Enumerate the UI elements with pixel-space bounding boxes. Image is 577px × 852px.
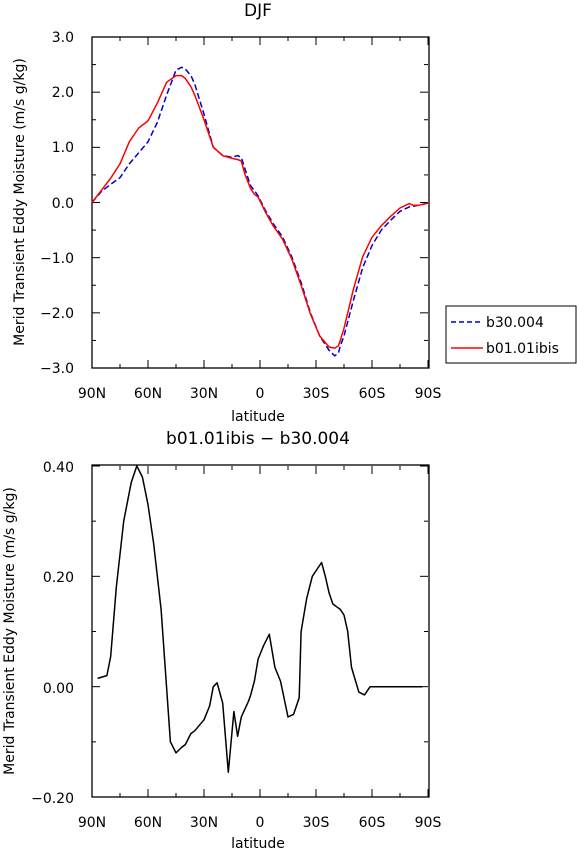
chart-1-ytick: 2.0 — [52, 85, 74, 101]
chart-2-ylabel: Merid Transient Eddy Moisture (m/s g/kg) — [2, 487, 18, 775]
chart-2-xtick: 90S — [415, 815, 442, 831]
chart-2-frame — [91, 464, 430, 798]
chart-1-series-line-2 — [91, 74, 429, 349]
chart-2-ytick: −0.20 — [31, 791, 74, 807]
chart-2-xtick: 90N — [78, 815, 106, 831]
chart-2-series-line-1 — [97, 465, 423, 773]
chart-2-xtick: 30N — [190, 815, 218, 831]
chart-2-ytick: 0.00 — [43, 681, 74, 697]
chart-1-xlabel: latitude — [231, 409, 285, 425]
chart-2-yticks: 0.40 0.20 0.00 −0.20 — [31, 460, 74, 807]
chart-1-series-line-1 — [91, 66, 429, 357]
chart-2-ytick: 0.20 — [43, 570, 74, 586]
chart-2-title: b01.01ibis − b30.004 — [166, 429, 350, 449]
chart-1-xticks: 90N 60N 30N 0 30S 60S 90S — [78, 386, 442, 402]
chart-1-tick-marks — [91, 36, 429, 369]
chart-2-xtick: 60S — [359, 815, 386, 831]
chart-1-yticks: 3.0 2.0 1.0 0.0 −1.0 −2.0 −3.0 — [40, 30, 74, 377]
chart-2-series — [97, 465, 423, 773]
chart-1-ytick: 0.0 — [52, 196, 74, 212]
chart-1-xtick: 30N — [190, 386, 218, 402]
legend-label-2: b01.01ibis — [486, 341, 559, 357]
chart-1-xtick: 60N — [134, 386, 162, 402]
chart-2-xtick: 0 — [256, 815, 265, 831]
chart-1-series — [91, 66, 429, 357]
chart-1-ylabel: Merid Transient Eddy Moisture (m/s g/kg) — [12, 58, 28, 346]
chart-1-ytick: −1.0 — [40, 251, 74, 267]
chart-1-ytick: 3.0 — [52, 30, 74, 46]
chart-2-xlabel: latitude — [231, 836, 285, 852]
panel-2: b01.01ibis − b30.004 Merid Transient Edd… — [2, 429, 441, 852]
chart-1-ytick: −3.0 — [40, 361, 74, 377]
chart-2-xticks: 90N 60N 30N 0 30S 60S 90S — [78, 815, 442, 831]
chart-1-ytick: −2.0 — [40, 306, 74, 322]
legend-box — [445, 305, 577, 364]
panel-1: DJF Merid Transient Eddy Moisture (m/s g… — [12, 1, 577, 425]
chart-2-tick-marks — [91, 465, 429, 798]
legend-label-1: b30.004 — [486, 315, 544, 331]
chart-1-xtick: 90S — [415, 386, 442, 402]
chart-1-xtick: 30S — [303, 386, 330, 402]
chart-2-xtick: 60N — [134, 815, 162, 831]
chart-1-ytick: 1.0 — [52, 140, 74, 156]
chart-2-xtick: 30S — [303, 815, 330, 831]
chart-1-xtick: 0 — [256, 386, 265, 402]
chart-1-legend: b30.004 b01.01ibis — [445, 305, 577, 364]
chart-1-xtick: 90N — [78, 386, 106, 402]
chart-2-ytick: 0.40 — [43, 460, 74, 476]
chart-1-title: DJF — [244, 1, 272, 21]
chart-1-xtick: 60S — [359, 386, 386, 402]
